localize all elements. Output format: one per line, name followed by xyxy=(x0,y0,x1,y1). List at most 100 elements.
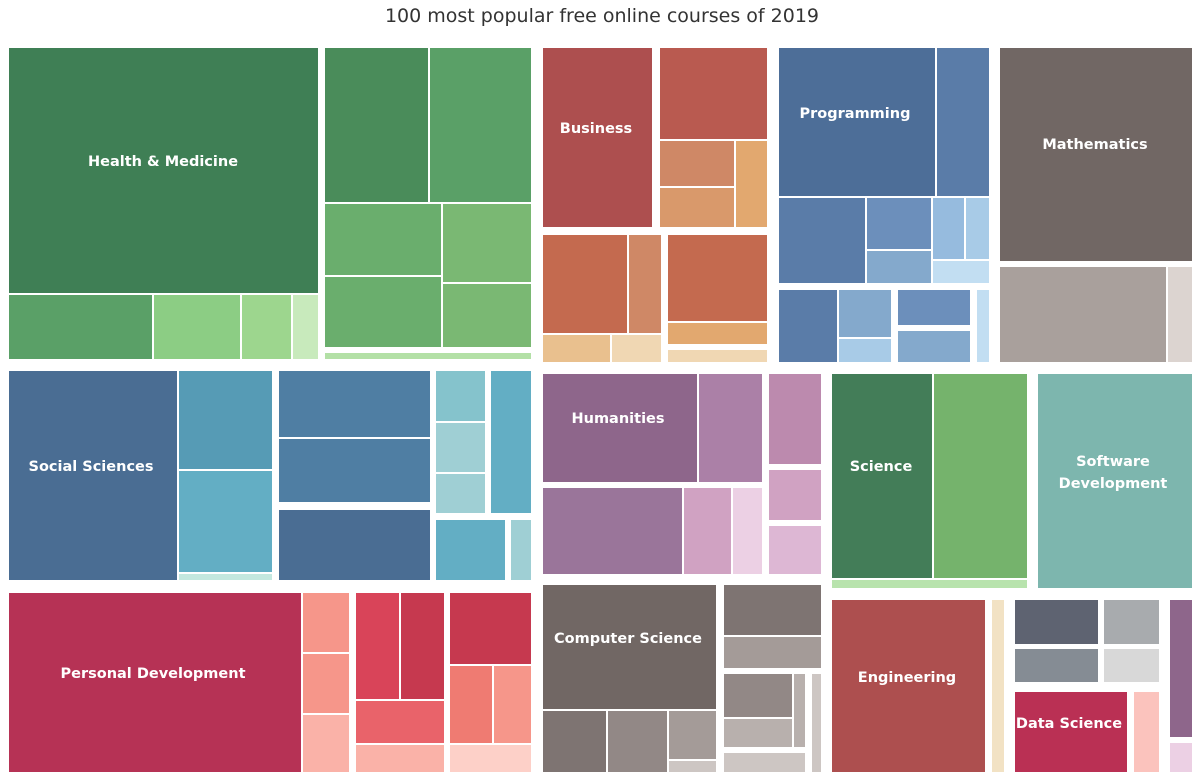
programming-course-cell[interactable] xyxy=(778,197,866,284)
humanities-course-cell[interactable] xyxy=(768,525,822,575)
data-science-course-cell[interactable] xyxy=(1014,691,1128,773)
computer-science-course-cell[interactable] xyxy=(668,760,717,773)
mathematics-course-cell[interactable] xyxy=(1167,266,1193,363)
programming-course-cell[interactable] xyxy=(866,250,932,284)
business-course-cell[interactable] xyxy=(542,234,628,334)
social-sciences-course-cell[interactable] xyxy=(178,573,273,581)
humanities-course-cell[interactable] xyxy=(542,487,683,575)
programming-course-cell[interactable] xyxy=(976,289,990,363)
computer-science-course-cell[interactable] xyxy=(723,718,793,748)
business-course-cell[interactable] xyxy=(542,334,611,363)
social-sciences-course-cell[interactable] xyxy=(435,473,486,514)
mathematics-course-cell[interactable] xyxy=(999,47,1193,262)
social-sciences-course-cell[interactable] xyxy=(178,470,273,573)
computer-science-course-cell[interactable] xyxy=(607,710,668,773)
computer-science-course-cell[interactable] xyxy=(723,752,806,773)
business-course-cell[interactable] xyxy=(628,234,662,334)
software-development-course-cell[interactable] xyxy=(1037,373,1193,589)
social-sciences-course-cell[interactable] xyxy=(278,370,431,438)
computer-science-course-cell[interactable] xyxy=(793,673,806,748)
information-security-course-cell[interactable] xyxy=(1014,648,1099,683)
social-sciences-course-cell[interactable] xyxy=(178,370,273,470)
mathematics-course-cell[interactable] xyxy=(999,266,1167,363)
social-sciences-course-cell[interactable] xyxy=(278,438,431,503)
personal-development-course-cell[interactable] xyxy=(449,665,493,744)
health-and-medicine-course-cell[interactable] xyxy=(324,203,442,276)
programming-course-cell[interactable] xyxy=(866,197,932,250)
business-course-cell[interactable] xyxy=(659,187,735,228)
humanities-course-cell[interactable] xyxy=(698,373,763,483)
health-and-medicine-course-cell[interactable] xyxy=(442,203,532,283)
social-sciences-course-cell[interactable] xyxy=(490,370,532,514)
programming-course-cell[interactable] xyxy=(778,289,838,363)
health-and-medicine-course-cell[interactable] xyxy=(153,294,241,360)
health-and-medicine-course-cell[interactable] xyxy=(241,294,292,360)
personal-development-course-cell[interactable] xyxy=(449,744,532,773)
programming-course-cell[interactable] xyxy=(778,47,936,197)
data-science-course-cell[interactable] xyxy=(1133,691,1160,773)
social-sciences-course-cell[interactable] xyxy=(435,370,486,422)
business-course-cell[interactable] xyxy=(667,349,768,363)
computer-science-course-cell[interactable] xyxy=(542,710,607,773)
business-course-cell[interactable] xyxy=(611,334,662,363)
health-and-medicine-course-cell[interactable] xyxy=(429,47,532,203)
health-and-medicine-course-cell[interactable] xyxy=(324,352,532,360)
humanities-course-cell[interactable] xyxy=(732,487,763,575)
humanities-course-cell[interactable] xyxy=(683,487,732,575)
information-security-course-cell[interactable] xyxy=(1014,599,1099,645)
health-and-medicine-course-cell[interactable] xyxy=(324,276,442,348)
science-course-cell[interactable] xyxy=(831,579,1028,589)
personal-development-course-cell[interactable] xyxy=(493,665,532,744)
business-course-cell[interactable] xyxy=(735,140,768,228)
engineering-course-cell[interactable] xyxy=(831,599,986,773)
computer-science-course-cell[interactable] xyxy=(723,673,793,718)
computer-science-course-cell[interactable] xyxy=(811,673,822,773)
personal-development-course-cell[interactable] xyxy=(449,592,532,665)
personal-development-course-cell[interactable] xyxy=(355,700,445,744)
art-and-design-course-cell[interactable] xyxy=(1169,599,1193,738)
science-course-cell[interactable] xyxy=(933,373,1028,579)
personal-development-course-cell[interactable] xyxy=(355,744,445,773)
health-and-medicine-course-cell[interactable] xyxy=(8,294,153,360)
computer-science-course-cell[interactable] xyxy=(723,584,822,636)
health-and-medicine-course-cell[interactable] xyxy=(324,47,429,203)
personal-development-course-cell[interactable] xyxy=(400,592,445,700)
personal-development-course-cell[interactable] xyxy=(302,714,350,773)
programming-course-cell[interactable] xyxy=(838,289,892,338)
programming-course-cell[interactable] xyxy=(932,260,990,284)
social-sciences-course-cell[interactable] xyxy=(278,509,431,581)
humanities-course-cell[interactable] xyxy=(542,373,698,483)
computer-science-course-cell[interactable] xyxy=(542,584,717,710)
computer-science-course-cell[interactable] xyxy=(723,636,822,669)
social-sciences-course-cell[interactable] xyxy=(8,370,178,581)
art-and-design-course-cell[interactable] xyxy=(1169,742,1193,773)
personal-development-course-cell[interactable] xyxy=(8,592,302,773)
programming-course-cell[interactable] xyxy=(838,338,892,363)
social-sciences-course-cell[interactable] xyxy=(510,519,532,581)
humanities-course-cell[interactable] xyxy=(768,373,822,465)
personal-development-course-cell[interactable] xyxy=(302,653,350,714)
business-course-cell[interactable] xyxy=(667,322,768,345)
personal-development-course-cell[interactable] xyxy=(302,592,350,653)
health-and-medicine-course-cell[interactable] xyxy=(8,47,319,294)
programming-course-cell[interactable] xyxy=(932,197,965,260)
science-course-cell[interactable] xyxy=(831,373,933,579)
humanities-course-cell[interactable] xyxy=(768,469,822,521)
social-sciences-course-cell[interactable] xyxy=(435,519,506,581)
programming-course-cell[interactable] xyxy=(936,47,990,197)
personal-development-course-cell[interactable] xyxy=(355,592,400,700)
social-sciences-course-cell[interactable] xyxy=(435,422,486,473)
programming-course-cell[interactable] xyxy=(897,289,971,326)
information-security-course-cell[interactable] xyxy=(1103,648,1160,683)
programming-course-cell[interactable] xyxy=(965,197,990,260)
computer-science-course-cell[interactable] xyxy=(668,710,717,760)
health-and-medicine-course-cell[interactable] xyxy=(292,294,319,360)
programming-course-cell[interactable] xyxy=(897,330,971,363)
business-course-cell[interactable] xyxy=(659,140,735,187)
health-and-medicine-course-cell[interactable] xyxy=(442,283,532,348)
business-course-cell[interactable] xyxy=(667,234,768,322)
business-course-cell[interactable] xyxy=(542,47,653,228)
engineering-course-cell[interactable] xyxy=(991,599,1005,773)
business-course-cell[interactable] xyxy=(659,47,768,140)
information-security-course-cell[interactable] xyxy=(1103,599,1160,645)
